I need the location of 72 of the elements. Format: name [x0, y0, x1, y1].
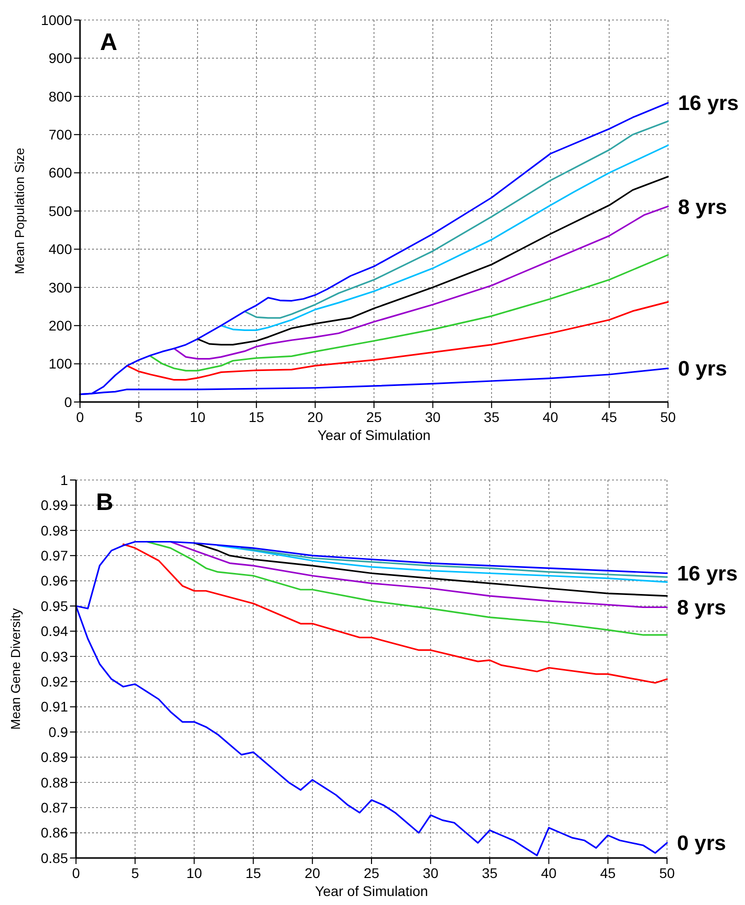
y-tick-label: 400: [48, 241, 72, 258]
y-tick-label: 0.94: [40, 623, 68, 640]
x-tick-label: 45: [601, 409, 618, 425]
y-tick-label: 0: [64, 394, 72, 410]
line-series: [196, 176, 669, 346]
x-tick-label: 40: [542, 409, 558, 425]
y-tick-label: 500: [48, 202, 72, 219]
y-tick-label: 800: [48, 88, 72, 104]
line-series: [220, 144, 669, 331]
x-axis-title: Year of Simulation: [314, 883, 428, 899]
x-tick-label: 50: [660, 409, 676, 425]
y-tick-label: 0.97: [40, 548, 68, 564]
annotation: B: [96, 489, 114, 516]
y-tick-label: 200: [48, 318, 72, 334]
line-series: [240, 547, 668, 578]
x-tick-label: 25: [364, 865, 380, 881]
y-tick-label: 0.86: [40, 824, 68, 841]
x-tick-label: 30: [422, 865, 439, 881]
x-tick-label: 40: [541, 865, 557, 881]
line-series: [170, 540, 668, 608]
line-series: [150, 254, 669, 372]
y-tick-label: 0.85: [40, 850, 68, 866]
x-tick-label: 20: [307, 409, 324, 425]
y-tick-label: 100: [48, 356, 72, 372]
y-tick-label: 1: [60, 472, 68, 488]
y-tick-label: 0.93: [40, 648, 68, 664]
y-axis-title: Mean Population Size: [12, 148, 27, 274]
line-series: [126, 301, 669, 381]
y-tick-label: 1000: [40, 12, 72, 28]
x-tick-label: 20: [304, 865, 320, 881]
y-tick-label: 0.87: [40, 800, 68, 816]
y-tick-label: 0.9: [48, 724, 68, 740]
y-tick-label: 0.92: [40, 674, 68, 690]
x-tick-label: 0: [76, 409, 84, 425]
series-label: 16 yrs: [677, 562, 738, 586]
annotation: A: [100, 29, 118, 56]
x-tick-label: 10: [186, 865, 202, 881]
x-tick-label: 45: [600, 865, 616, 881]
line-series: [193, 542, 668, 597]
line-series: [122, 543, 668, 684]
series-label: 0 yrs: [677, 832, 726, 856]
y-tick-label: 0.88: [40, 774, 68, 790]
x-tick-label: 25: [366, 409, 382, 425]
series-label: 0 yrs: [678, 358, 728, 381]
x-axis-title: Year of Simulation: [317, 427, 431, 443]
series-label: 8 yrs: [677, 596, 726, 620]
y-tick-label: 0.95: [40, 598, 68, 614]
y-tick-label: 600: [48, 164, 72, 181]
x-tick-label: 5: [131, 865, 140, 881]
y-tick-label: 0.98: [40, 522, 68, 538]
series-label: 16 yrs: [678, 92, 739, 116]
x-tick-label: 50: [659, 865, 675, 881]
line-series: [217, 544, 668, 583]
line-series: [146, 540, 668, 636]
x-tick-label: 15: [246, 865, 262, 881]
y-tick-label: 900: [48, 50, 72, 66]
x-tick-label: 15: [248, 409, 264, 425]
x-tick-label: 35: [484, 409, 500, 425]
x-tick-label: 30: [425, 409, 441, 425]
y-axis-title: Mean Gene Diversity: [8, 608, 23, 730]
y-tick-label: 300: [48, 279, 72, 296]
y-tick-label: 0.96: [40, 572, 68, 589]
y-tick-label: 0.89: [40, 749, 68, 766]
y-tick-label: 0.91: [40, 698, 68, 715]
series-label: 8 yrs: [678, 196, 728, 219]
line-series: [173, 206, 669, 360]
x-tick-label: 10: [190, 409, 206, 425]
y-tick-label: 0.99: [40, 497, 68, 514]
x-tick-label: 5: [134, 409, 143, 425]
x-tick-label: 35: [482, 865, 498, 881]
y-tick-label: 700: [48, 126, 72, 142]
line-series: [244, 120, 669, 319]
